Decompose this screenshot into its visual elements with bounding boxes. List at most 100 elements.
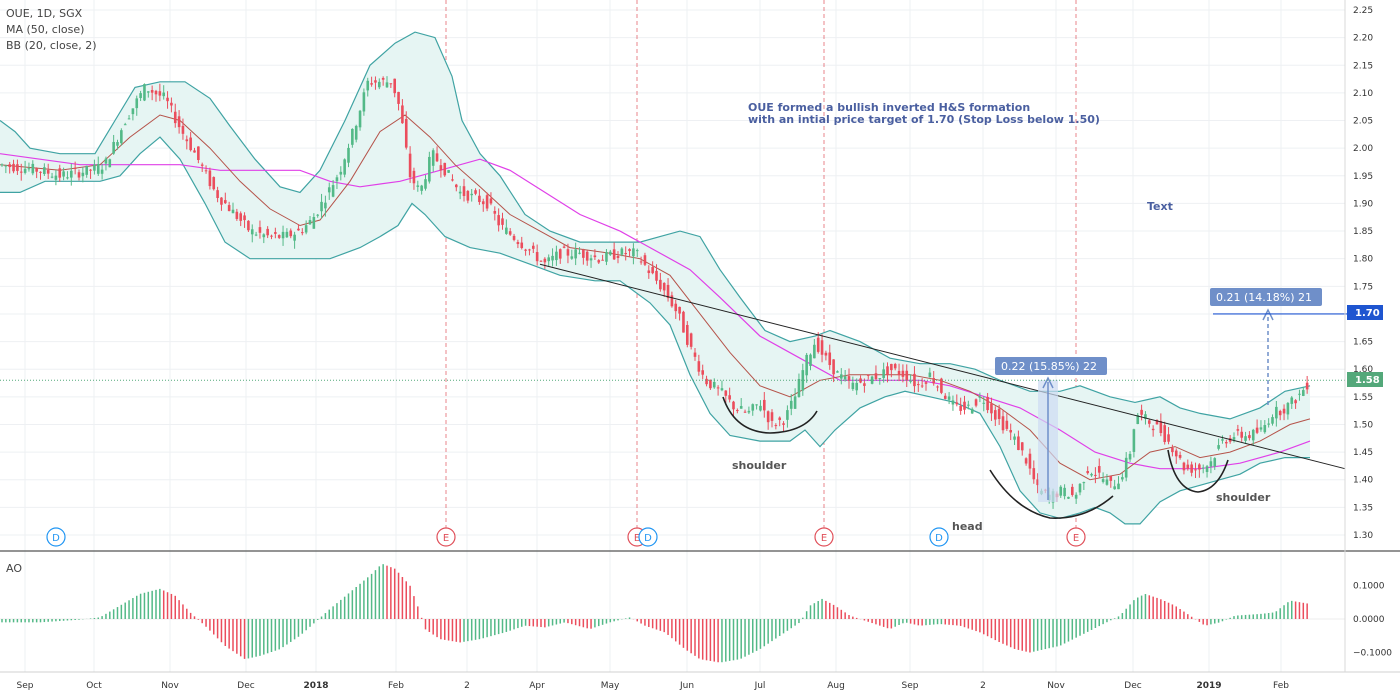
bb-lower-line xyxy=(0,136,1310,525)
candle-body xyxy=(963,401,966,410)
candle-body xyxy=(851,382,855,390)
price-tick-label: 2.25 xyxy=(1353,6,1373,16)
candle-body xyxy=(254,234,258,236)
candle-body xyxy=(404,118,408,148)
time-tick-label: Sep xyxy=(902,681,919,691)
time-tick-label: Nov xyxy=(1047,681,1065,691)
event-marker-D[interactable]: D xyxy=(929,527,949,547)
note-line-2[interactable]: with an intial price target of 1.70 (Sto… xyxy=(748,113,1100,126)
candle-body xyxy=(493,210,497,214)
legend-bb[interactable]: BB (20, close, 2) xyxy=(6,39,97,52)
candle-body xyxy=(763,399,766,411)
event-marker-E[interactable]: E xyxy=(814,527,834,547)
candle-body xyxy=(990,403,993,414)
time-tick-label: Nov xyxy=(161,681,179,691)
candle-body xyxy=(1113,486,1116,490)
time-tick-label: 2 xyxy=(464,681,470,691)
candle-body xyxy=(628,249,631,252)
price-tick-label: 1.60 xyxy=(1353,365,1373,375)
candle-body xyxy=(1282,408,1286,414)
measure-tag-1[interactable] xyxy=(995,357,1107,375)
time-tick-label: Aug xyxy=(827,681,845,691)
price-tick-label: 1.50 xyxy=(1353,420,1373,430)
candle-body xyxy=(0,164,4,166)
legend-ma[interactable]: MA (50, close) xyxy=(6,23,84,36)
label-right-shoulder[interactable]: shoulder xyxy=(1216,491,1271,504)
event-letter: E xyxy=(821,533,827,544)
candle-body xyxy=(532,245,535,249)
candle-body xyxy=(632,248,635,257)
candle-body xyxy=(943,395,947,399)
candle-body xyxy=(1213,458,1217,467)
candle-body xyxy=(686,324,689,345)
event-marker-E[interactable]: E xyxy=(436,527,456,547)
candle-body xyxy=(905,370,909,381)
candle-body xyxy=(678,306,681,314)
candle-body xyxy=(1167,434,1170,442)
event-marker-D[interactable]: D xyxy=(638,527,658,547)
candle-body xyxy=(150,90,154,93)
candle-body xyxy=(1267,423,1270,425)
candle-body xyxy=(289,230,293,237)
candle-body xyxy=(805,354,808,376)
bb-upper-line xyxy=(0,31,1311,420)
candle-body xyxy=(204,170,208,172)
candle-body xyxy=(874,373,878,380)
legend-symbol[interactable]: OUE, 1D, SGX xyxy=(6,7,83,20)
event-marker-E[interactable]: E xyxy=(1066,527,1086,547)
candle-body xyxy=(1255,427,1259,433)
label-left-shoulder[interactable]: shoulder xyxy=(732,459,787,472)
event-marker-D[interactable]: D xyxy=(46,527,66,547)
time-tick-label: Feb xyxy=(1273,681,1289,691)
candle-body xyxy=(605,251,608,262)
candle-body xyxy=(936,386,939,388)
candle-body xyxy=(447,170,450,173)
candle-body xyxy=(1221,439,1224,441)
candle-body xyxy=(1271,417,1274,424)
candle-body xyxy=(116,142,119,146)
candle-body xyxy=(77,172,81,178)
candle-body xyxy=(347,147,350,163)
measure-tag-2[interactable] xyxy=(1210,288,1322,306)
candle-body xyxy=(304,225,308,233)
event-circle xyxy=(814,527,834,547)
candle-body xyxy=(35,168,38,172)
candle-body xyxy=(16,164,19,171)
candle-body xyxy=(131,108,135,115)
candle-body xyxy=(1071,486,1074,495)
measure-text-1: 0.22 (15.85%) 22 xyxy=(1001,360,1097,373)
candle-body xyxy=(1086,471,1089,474)
candle-body xyxy=(535,252,539,262)
candle-body xyxy=(797,379,801,398)
axes: 2.25 2.20 2.15 2.10 2.05 2.00 1.95 1.90 1.85 1.80… xyxy=(17,0,1392,691)
time-tick-label: Apr xyxy=(529,681,545,691)
candle-body xyxy=(247,220,250,231)
candle-body xyxy=(216,190,219,198)
event-circle xyxy=(46,527,66,547)
candle-body xyxy=(570,256,574,259)
candle-body xyxy=(508,231,512,235)
candle-body xyxy=(397,91,400,104)
candle-body xyxy=(1074,494,1078,499)
time-tick-label: Feb xyxy=(388,681,404,691)
candle-body xyxy=(470,193,473,196)
candle-body xyxy=(1005,420,1009,429)
candle-body xyxy=(85,165,88,175)
candle-body xyxy=(393,78,396,94)
note-line-1[interactable]: OUE formed a bullish inverted H&S format… xyxy=(748,101,1030,114)
candle-body xyxy=(43,167,46,175)
candle-body xyxy=(551,255,554,261)
candle-body xyxy=(258,227,262,233)
candle-body xyxy=(920,385,924,387)
label-head[interactable]: head xyxy=(952,520,983,533)
candle-body xyxy=(170,102,173,106)
candle-body xyxy=(1232,437,1236,440)
candle-body xyxy=(601,259,604,261)
candle-body xyxy=(285,231,289,238)
candle-body xyxy=(840,374,843,379)
candle-body xyxy=(73,167,77,170)
text-label[interactable]: Text xyxy=(1147,200,1173,213)
legend-ao[interactable]: AO xyxy=(6,562,22,575)
